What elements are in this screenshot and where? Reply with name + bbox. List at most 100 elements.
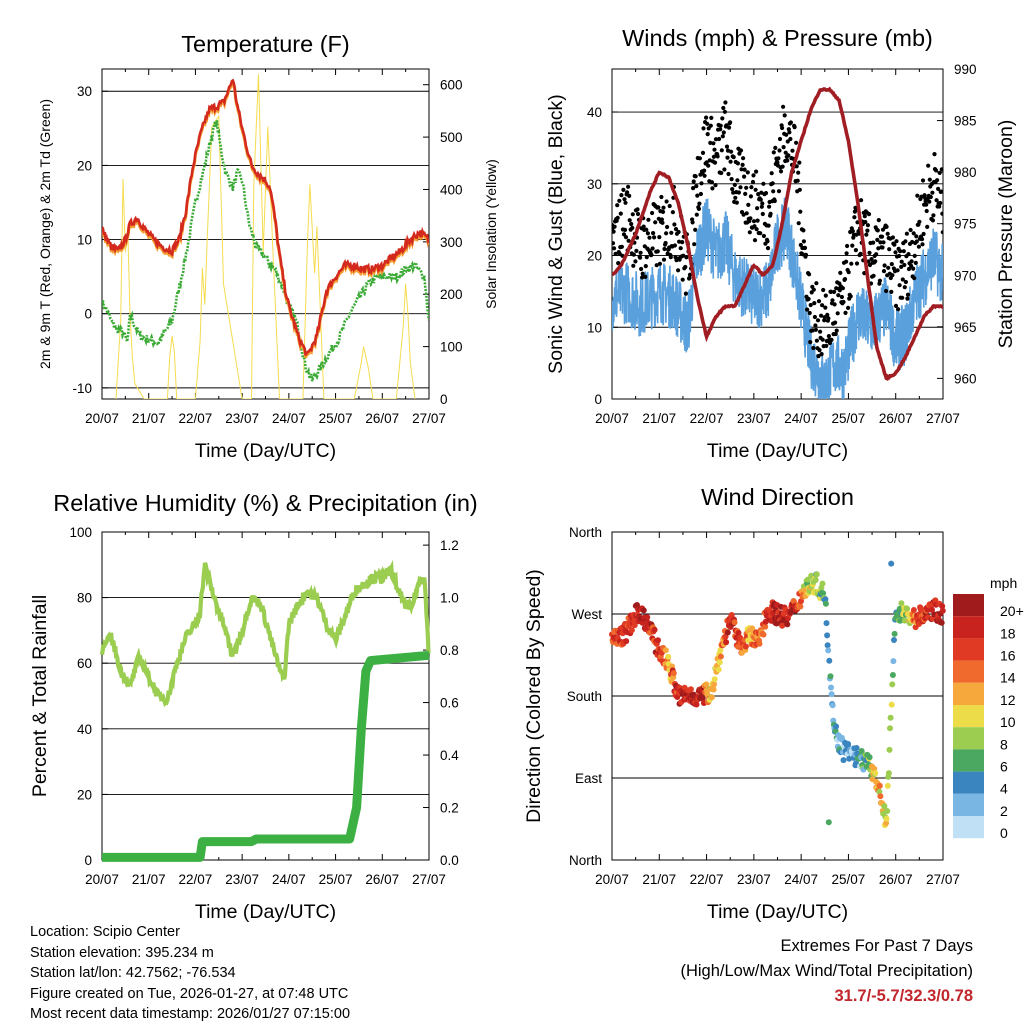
legend-swatch (953, 771, 984, 794)
y-tick-label: 20 (77, 787, 92, 802)
y-tick-label: 40 (587, 105, 602, 120)
gust-point (712, 147, 717, 152)
gust-point (677, 239, 682, 244)
legend-swatch (953, 749, 984, 772)
gust-point (627, 218, 632, 223)
direction-point (822, 600, 829, 607)
gust-point (939, 189, 943, 194)
gust-point (938, 200, 943, 206)
gust-point (655, 249, 660, 254)
gust-point (754, 169, 759, 174)
gust-point (926, 163, 931, 168)
figure-created: Figure created on Tue, 2026-01-27, at 07… (30, 985, 349, 1002)
gust-point (777, 148, 782, 153)
gust-point (899, 259, 904, 264)
gust-point (667, 203, 672, 209)
gust-point (705, 132, 710, 137)
gust-point (696, 206, 702, 211)
gust-point (625, 190, 630, 195)
gust-point (704, 160, 709, 165)
gust-point (633, 259, 638, 264)
gust-point (871, 273, 876, 278)
gust-point (651, 231, 656, 236)
direction-point (812, 577, 819, 583)
gust-point (680, 240, 685, 245)
direction-point (888, 560, 895, 567)
gust-point (657, 235, 662, 240)
gust-point (697, 201, 702, 206)
x-tick-label: 25/07 (832, 872, 866, 887)
direction-point (939, 607, 946, 614)
legend-swatch (953, 616, 984, 639)
x-tick-label: 23/07 (737, 411, 771, 426)
direction-point (890, 658, 897, 665)
direction-point (628, 627, 635, 634)
gust-point (638, 250, 643, 255)
gust-point (735, 178, 740, 183)
gust-point (911, 266, 916, 271)
direction-point (884, 782, 891, 789)
x-axis-label: Time (Day/UTC) (707, 440, 848, 462)
legend-label: 6 (1000, 759, 1008, 775)
direction-point (910, 607, 917, 613)
x-tick-label: 24/07 (272, 411, 306, 426)
direction-point (896, 605, 903, 612)
gust-point (673, 227, 679, 232)
gust-point (832, 289, 837, 294)
gust-point (906, 252, 911, 257)
gust-point (691, 179, 696, 184)
gust-point (656, 205, 661, 210)
wind-speed-legend: mph 20+ 18 16 14 12 10 8 6 4 2 0 (953, 575, 1024, 841)
gust-point (781, 145, 786, 150)
gust-point (635, 207, 640, 212)
gust-point (664, 199, 669, 204)
gust-point (693, 174, 698, 179)
gust-point (711, 154, 717, 159)
x-tick-label: 24/07 (272, 872, 306, 887)
direction-point (762, 623, 769, 630)
gust-point (900, 295, 905, 300)
gust-point (683, 291, 689, 296)
gust-point (626, 184, 631, 189)
gust-point (683, 264, 688, 270)
gust-point (906, 266, 912, 272)
y-tick-label: 0 (84, 307, 92, 322)
y2-tick-label: 1.0 (440, 591, 459, 606)
direction-point (756, 640, 763, 647)
gust-point (617, 198, 622, 203)
gust-point (693, 227, 698, 232)
gust-point (706, 163, 711, 168)
x-tick-label: 24/07 (784, 411, 818, 426)
gust-point (934, 198, 939, 203)
gust-point (795, 178, 800, 183)
x-tick-label: 27/07 (926, 872, 960, 887)
gust-point (635, 211, 641, 217)
gust-point (751, 219, 757, 224)
gust-point (928, 194, 933, 200)
legend-label: 2 (1000, 803, 1008, 819)
gust-point (734, 200, 739, 205)
gust-point (812, 314, 818, 320)
gust-point (770, 181, 775, 186)
gust-point (783, 150, 788, 155)
gust-point (659, 217, 665, 222)
gust-point (646, 217, 651, 222)
y-tick-label: 100 (69, 525, 92, 540)
gust-point (845, 243, 850, 249)
gust-point (631, 252, 636, 257)
direction-point (897, 617, 904, 624)
direction-point (670, 670, 677, 677)
gust-point (822, 318, 827, 323)
gust-point (612, 229, 616, 234)
y2-tick-label: 1.2 (440, 538, 459, 553)
y2-axis-label: Station Pressure (Maroon) (995, 120, 1017, 349)
gust-point (808, 340, 813, 345)
y2-tick-label: 0.8 (440, 643, 459, 658)
gust-point (661, 257, 667, 262)
gust-point (780, 164, 785, 169)
gust-point (697, 156, 703, 161)
gust-point (613, 251, 618, 256)
gust-point (912, 276, 917, 281)
y-axis-label: Percent & Total Rainfall (29, 595, 51, 797)
gust-point (819, 313, 824, 318)
